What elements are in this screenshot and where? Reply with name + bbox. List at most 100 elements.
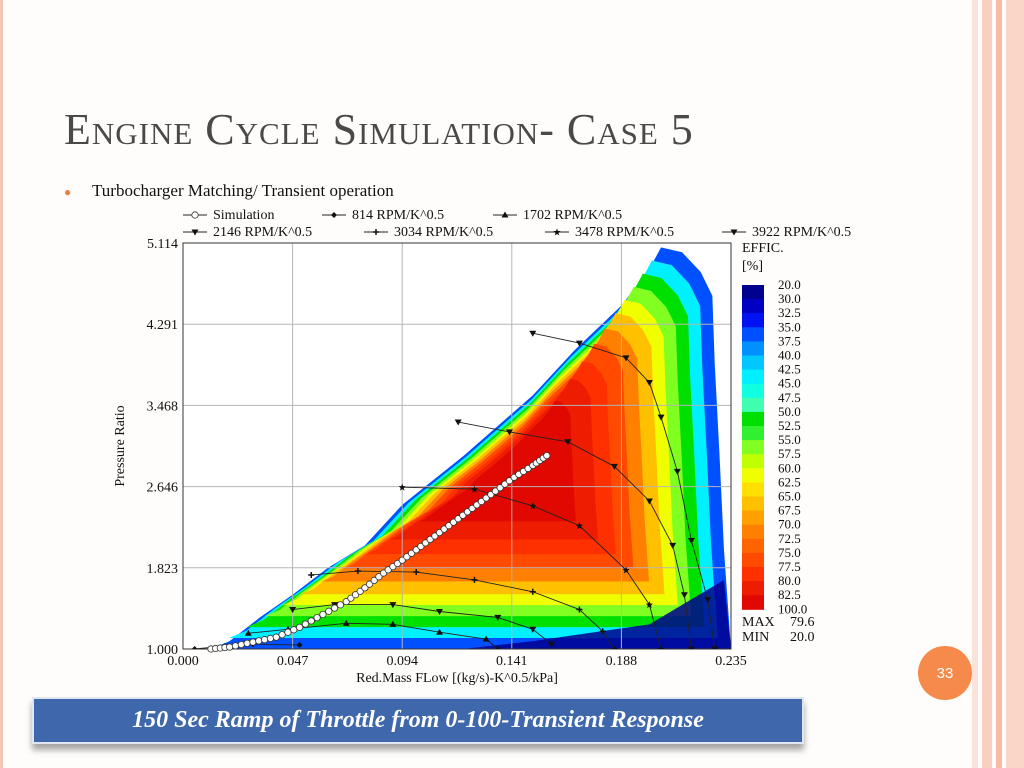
data-marker [529,626,537,633]
data-marker [657,414,665,421]
data-marker [301,620,310,628]
data-marker [325,607,333,615]
data-marker [687,537,695,544]
colorbar-swatch [742,510,764,526]
x-tick-label: 0.094 [386,654,418,669]
data-marker [680,592,688,599]
colorbar-swatch [742,285,764,300]
data-marker [553,228,561,236]
data-marker [191,229,199,236]
colorbar-swatch [742,440,764,455]
data-marker [261,636,269,644]
data-marker [529,502,537,510]
colorbar: 20.030.032.535.037.540.042.545.047.550.0… [742,277,807,616]
caption-banner: 150 Sec Ramp of Throttle from 0-100-Tran… [32,697,804,744]
colorbar-swatch [742,552,764,568]
bullet-text: Turbocharger Matching/ Transient operati… [92,181,394,200]
chart-legend: Simulation 814 RPM/K^0.5 1702 RPM/K^0.5 214… [183,208,851,240]
speed-line [458,421,692,649]
data-marker [244,629,252,636]
data-marker [711,646,719,649]
legend-label: 2146 RPM/K^0.5 [213,225,312,240]
y-axis-label: Pressure Ratio [113,405,128,486]
data-marker [529,588,536,595]
data-marker [370,576,378,585]
data-marker [398,483,406,491]
colorbar-level-label: 32.5 [778,305,801,320]
colorbar-swatch [742,341,764,356]
colorbar-swatch [742,567,764,582]
colorbar-swatch [742,313,764,328]
data-marker [237,640,245,649]
data-marker [319,610,327,619]
data-marker [389,620,397,627]
data-marker [543,451,551,460]
colorbar-level-label: 60.0 [778,460,801,475]
data-marker [611,646,618,649]
data-marker [610,463,618,470]
colorbar-level-label: 72.5 [778,531,801,546]
colorbar-swatch [742,299,764,314]
bullet-icon: ● [64,185,72,199]
y-tick-label: 5.114 [147,237,178,252]
colorbar-min-value: 20.0 [790,630,815,645]
colorbar-level-label: 45.0 [778,376,801,391]
colorbar-swatch [742,468,764,483]
colorbar-level-label: 80.0 [778,573,801,588]
data-marker [389,602,397,609]
data-marker [622,566,630,574]
colorbar-min-label: MIN [742,630,769,645]
data-marker [289,607,297,614]
colorbar-swatch [742,496,764,512]
data-marker [645,380,653,387]
x-tick-label: 0.188 [606,654,638,669]
data-marker [575,522,583,530]
data-marker [730,229,738,236]
colorbar-swatch [742,397,764,413]
data-marker [505,429,513,436]
data-marker [575,340,583,347]
x-tick-label: 0.141 [496,654,528,669]
data-marker [296,642,303,649]
data-marker [307,617,315,625]
legend-label: Simulation [213,208,274,223]
data-marker [191,646,198,649]
slide-title: Engine Cycle Simulation- Case 5 [64,105,694,154]
y-tick-labels: 1.000 1.823 2.646 3.468 4.291 5.114 [147,237,179,658]
data-marker [226,643,234,651]
colorbar-level-label: 35.0 [778,319,801,334]
x-tick-label: 0.235 [715,654,747,669]
data-marker [354,568,361,575]
colorbar-level-label: 70.0 [778,517,801,532]
data-marker [231,642,240,650]
data-marker [290,626,298,634]
data-marker [295,623,304,631]
colorbar-level-label: 42.5 [778,362,801,377]
data-marker [495,645,500,649]
colorbar-swatch [742,581,764,596]
colorbar-unit: [%] [742,259,763,274]
data-marker [375,573,383,581]
data-marker [454,419,462,426]
colorbar-level-label: 82.5 [778,587,801,602]
colorbar-level-label: 30.0 [778,291,801,306]
colorbar-level-label: 20.0 [778,277,801,292]
colorbar-swatch [742,524,764,540]
colorbar-swatch [742,383,764,399]
efficiency-band [419,400,576,522]
colorbar-level-label: 55.0 [778,432,801,447]
legend-label: 3922 RPM/K^0.5 [752,225,851,240]
legend-label: 1702 RPM/K^0.5 [523,208,622,223]
data-marker [576,606,583,613]
y-tick-label: 1.000 [147,643,179,658]
y-tick-label: 3.468 [147,399,179,414]
data-marker [266,634,275,642]
colorbar-level-label: 77.5 [778,559,801,574]
colorbar-swatch [742,595,764,610]
colorbar-level-label: 47.5 [778,390,801,405]
data-marker [471,576,478,583]
data-marker [330,604,339,612]
data-marker [308,571,315,578]
data-marker [336,601,345,609]
data-marker [373,229,379,235]
